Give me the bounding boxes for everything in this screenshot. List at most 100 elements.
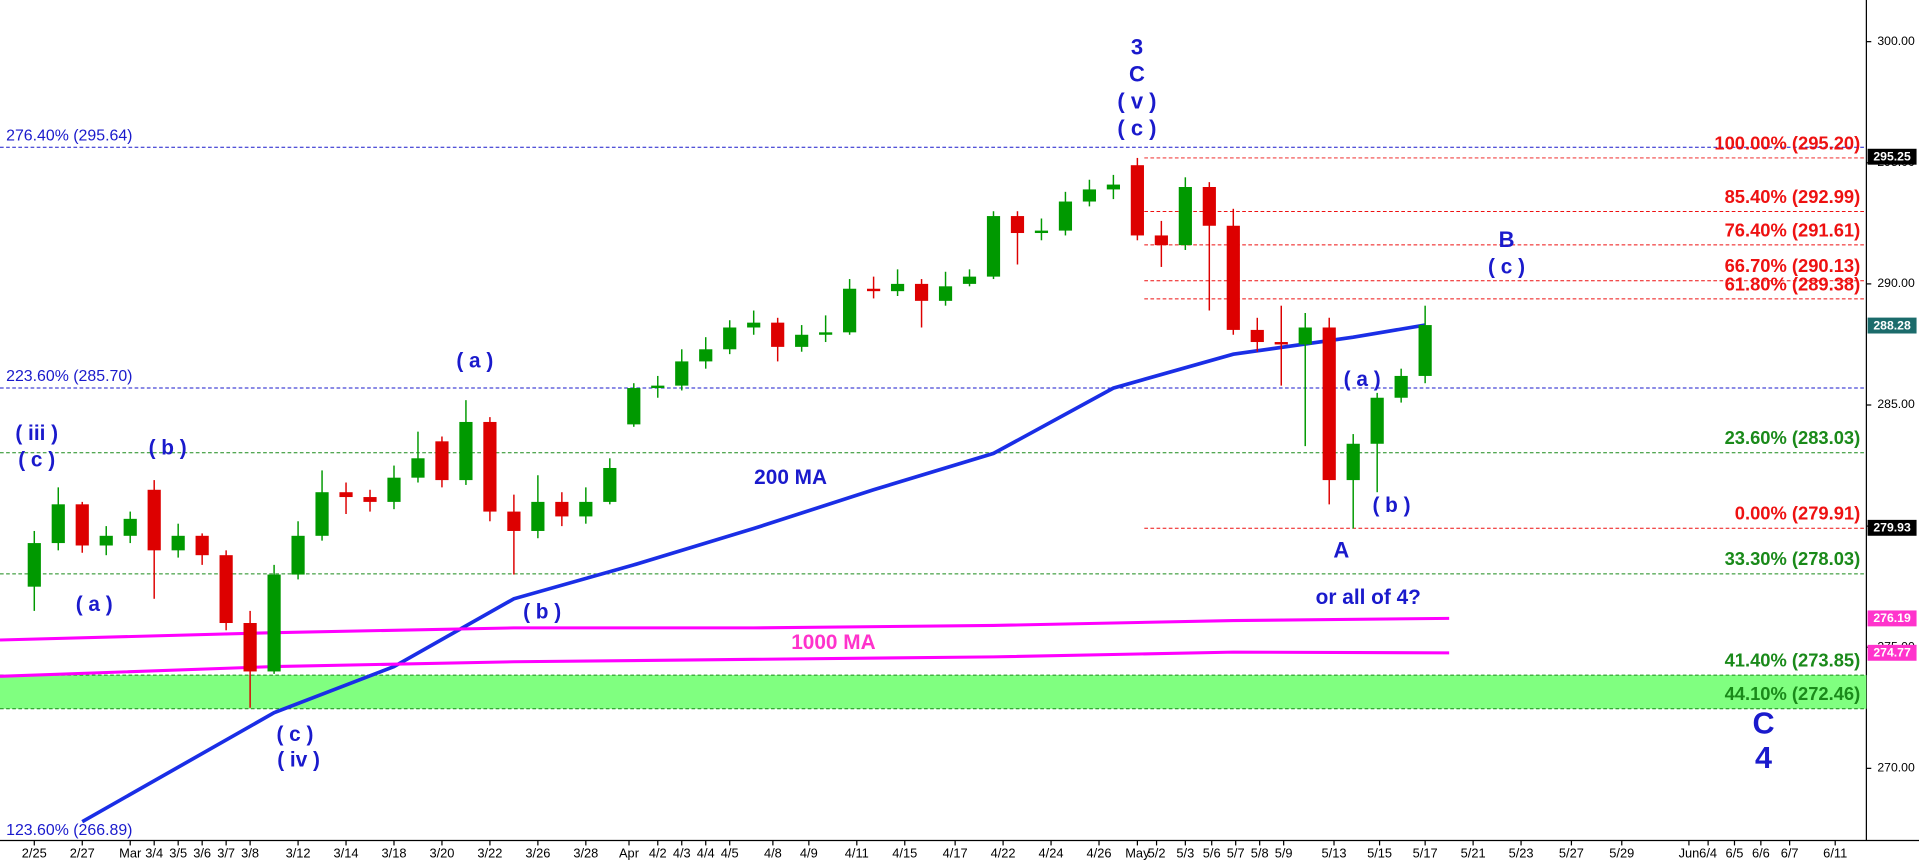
candle-body [1058,201,1073,231]
candle-body [1034,230,1049,234]
candle-body [363,497,377,502]
wave-label: ( c ) [1488,255,1525,278]
price-tag [1867,317,1917,334]
y-tick-label: 300.00 [1877,34,1915,48]
x-tick-label: 3/6 [193,845,211,860]
fib-label: 0.00% (279.91) [1735,503,1860,524]
wave-label: ( iv ) [277,749,320,772]
candle-body [651,385,665,389]
candle-body [243,623,257,672]
wave-label: ( c ) [18,449,55,472]
x-tick-label: 6/4 [1699,845,1717,860]
candle-body [1106,184,1120,190]
wave-label: 4 [1755,741,1772,775]
y-tick-label: 285.00 [1877,397,1915,411]
fib-label: 44.10% (272.46) [1725,683,1861,704]
candle-body [1394,375,1408,398]
wave-label: ( a ) [456,350,493,373]
fib-label: 66.70% (290.13) [1725,255,1861,276]
wave-label: ( a ) [76,593,113,616]
candle-body [1370,397,1384,444]
x-tick-label: Jun [1679,845,1700,860]
candle-body [1154,235,1168,246]
candle-body [1178,186,1192,246]
x-tick-label: 5/17 [1413,845,1438,860]
x-tick-label: 3/12 [286,845,311,860]
x-tick-label: 4/3 [673,845,691,860]
candle-body [579,501,593,517]
x-tick-label: 4/2 [649,845,667,860]
candle-body [1082,189,1097,202]
x-tick-label: 4/17 [943,845,968,860]
candle-body [507,511,521,531]
x-tick-label: 5/6 [1203,845,1221,860]
candle-body [1346,443,1360,481]
wave-label: ( c ) [276,723,313,746]
fib-label: 123.60% (266.89) [6,822,132,839]
candle-body [387,477,401,502]
x-tick-label: 3/20 [429,845,454,860]
candle-body [483,421,497,512]
wave-label: ( b ) [1372,494,1410,517]
price-tag-label: 274.77 [1873,646,1911,660]
fib-label: 23.60% (283.03) [1725,427,1861,448]
candle-body [962,276,977,284]
candle-body [267,574,281,672]
candle-body [843,288,857,333]
candle-body [1250,329,1264,343]
ma-label: 200 MA [754,466,827,489]
x-tick-label: 4/24 [1039,845,1064,860]
candle-body [459,421,473,481]
price-tag [1867,519,1917,536]
x-tick-label: 5/15 [1367,845,1392,860]
price-tag [1867,610,1917,627]
x-tick-label: 2/25 [22,845,47,860]
x-tick-label: 2/27 [70,845,95,860]
candle-body [195,535,209,556]
fib-label: 223.60% (285.70) [6,368,132,385]
wave-label: ( c ) [1117,116,1156,141]
x-tick-label: 3/18 [382,845,407,860]
fib-label: 85.40% (292.99) [1725,186,1861,207]
x-tick-label: 5/29 [1609,845,1634,860]
candle-body [315,492,329,536]
candle-body [603,467,617,502]
candle-body [27,543,41,587]
candle-body [986,216,1001,277]
x-tick-label: 6/7 [1781,845,1799,860]
candle-body [675,361,689,386]
x-tick-label: 5/7 [1227,845,1245,860]
x-tick-label: 4/11 [845,845,869,860]
candle-body [795,334,809,347]
price-tag-label: 295.25 [1873,150,1911,164]
candle-body [771,322,785,347]
x-tick-label: 4/15 [892,845,917,860]
candle-body [627,388,641,425]
fib-label: 41.40% (273.85) [1725,649,1861,670]
candle-body [890,283,905,292]
x-tick-label: 5/2 [1148,845,1166,860]
candle-body [51,504,65,544]
candle-body [171,535,185,551]
x-tick-label: 3/26 [525,845,550,860]
candle-body [123,518,137,536]
x-tick-label: 4/4 [697,845,715,860]
x-tick-label: 5/27 [1559,845,1584,860]
candle-body [435,441,449,481]
wave-label: 3 [1131,35,1143,60]
ma-label: 1000 MA [791,631,875,654]
price-tag-label: 288.28 [1873,318,1911,332]
fib-label: 100.00% (295.20) [1714,132,1860,153]
x-tick-label: 3/7 [217,845,235,860]
candle-body [914,283,929,301]
x-tick-label: 5/21 [1461,845,1486,860]
x-tick-label: 6/11 [1823,845,1847,860]
candle-body [219,555,233,624]
x-tick-label: 3/28 [573,845,598,860]
y-tick-label: 290.00 [1877,276,1915,290]
candle-body [1226,225,1240,330]
x-tick-label: 5/23 [1509,845,1534,860]
wave-label: ( b ) [523,600,561,623]
